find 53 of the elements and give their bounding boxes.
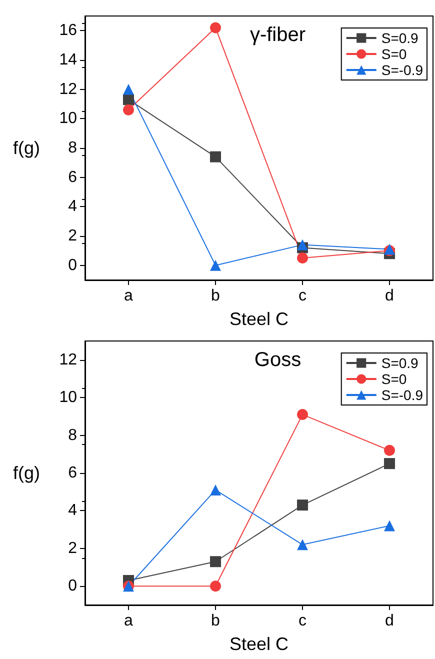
y-tick-label: 12	[59, 80, 78, 98]
point	[297, 500, 308, 511]
chart-title: γ-fiber	[250, 24, 306, 46]
y-tick-label: 10	[59, 110, 78, 128]
point	[384, 458, 395, 470]
point	[210, 484, 221, 496]
legend-label: S=0.9	[381, 30, 419, 46]
x-axis-title: Steel C	[229, 634, 289, 654]
y-tick-label: 4	[68, 198, 78, 216]
point	[297, 239, 308, 250]
y-tick-label: 4	[68, 502, 78, 520]
y-tick-label: 0	[68, 256, 78, 274]
y-tick-label: 2	[68, 228, 78, 244]
point	[384, 520, 395, 532]
point	[384, 444, 395, 456]
point	[297, 539, 308, 550]
x-tick-label: a	[124, 288, 134, 304]
point	[123, 104, 134, 116]
y-tick-label: 8	[68, 140, 78, 156]
legend-label: S=-0.9	[381, 62, 424, 78]
x-tick-label: d	[385, 612, 394, 630]
x-tick-label: b	[211, 612, 220, 630]
y-tick-label: 16	[59, 22, 78, 40]
point	[297, 409, 308, 420]
point	[210, 260, 221, 271]
y-axis-title: f(g)	[13, 463, 40, 483]
x-tick-label: a	[124, 612, 134, 630]
point	[123, 94, 134, 106]
legend-label: S=0.9	[381, 355, 419, 371]
x-tick-label: c	[298, 612, 306, 630]
y-tick-label: 14	[59, 52, 78, 68]
legend-label: S=0	[381, 46, 407, 62]
point	[210, 556, 221, 568]
y-tick-label: 10	[59, 389, 78, 406]
y-tick-label: 6	[68, 464, 78, 482]
point	[210, 580, 221, 592]
point	[210, 22, 221, 34]
y-tick-label: 0	[68, 578, 78, 595]
y-tick-label: 6	[68, 168, 78, 186]
x-tick-label: d	[385, 288, 394, 304]
y-tick-label: 12	[59, 351, 78, 368]
y-tick-label: 8	[68, 426, 78, 444]
x-axis-title: Steel C	[229, 309, 289, 329]
y-axis-title: f(g)	[13, 138, 40, 158]
point	[210, 151, 221, 162]
x-tick-label: b	[211, 288, 220, 304]
legend-label: S=-0.9	[381, 387, 424, 403]
x-tick-label: c	[298, 288, 306, 304]
legend-label: S=0	[381, 371, 407, 387]
point	[297, 252, 308, 264]
point	[123, 84, 134, 95]
y-tick-label: 2	[68, 540, 78, 557]
chart-title: Goss	[254, 349, 302, 371]
